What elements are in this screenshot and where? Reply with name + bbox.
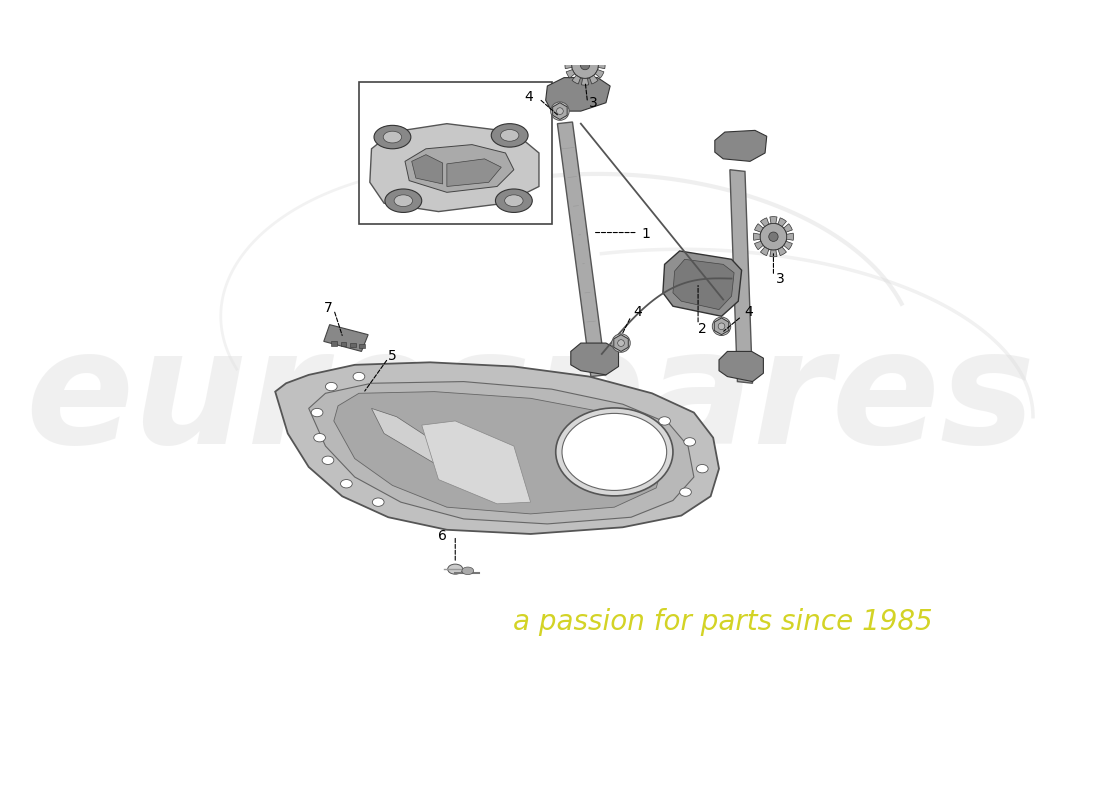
- Polygon shape: [447, 159, 502, 186]
- Ellipse shape: [383, 131, 402, 143]
- Ellipse shape: [462, 567, 474, 574]
- Polygon shape: [572, 75, 581, 84]
- Text: 7: 7: [323, 301, 332, 315]
- Text: a passion for parts since 1985: a passion for parts since 1985: [514, 608, 933, 636]
- Ellipse shape: [311, 408, 323, 417]
- Text: 4: 4: [744, 305, 752, 319]
- Polygon shape: [760, 247, 769, 256]
- Ellipse shape: [760, 223, 786, 250]
- Ellipse shape: [341, 479, 352, 488]
- Ellipse shape: [495, 189, 532, 213]
- Polygon shape: [590, 46, 598, 55]
- Polygon shape: [582, 78, 588, 85]
- Ellipse shape: [769, 232, 778, 242]
- Text: 4: 4: [525, 90, 533, 104]
- Ellipse shape: [492, 124, 528, 147]
- Polygon shape: [760, 218, 769, 226]
- Polygon shape: [755, 224, 763, 232]
- Ellipse shape: [322, 456, 333, 465]
- Polygon shape: [783, 242, 792, 250]
- Polygon shape: [715, 130, 767, 162]
- Ellipse shape: [556, 408, 673, 496]
- Polygon shape: [663, 251, 741, 316]
- Polygon shape: [714, 318, 729, 334]
- Polygon shape: [770, 217, 777, 223]
- Bar: [341, 342, 346, 346]
- Ellipse shape: [372, 498, 384, 506]
- Ellipse shape: [618, 340, 625, 346]
- Text: 3: 3: [588, 96, 597, 110]
- Ellipse shape: [713, 317, 730, 335]
- Polygon shape: [552, 102, 568, 119]
- Ellipse shape: [385, 189, 421, 213]
- Ellipse shape: [353, 372, 365, 381]
- Text: 5: 5: [388, 350, 397, 363]
- Ellipse shape: [374, 126, 411, 149]
- Ellipse shape: [394, 195, 412, 206]
- Polygon shape: [614, 334, 628, 351]
- Ellipse shape: [557, 108, 563, 114]
- Bar: [359, 82, 551, 224]
- Polygon shape: [595, 52, 604, 61]
- Text: 2: 2: [697, 322, 706, 336]
- Ellipse shape: [718, 323, 725, 330]
- Ellipse shape: [680, 488, 692, 496]
- Ellipse shape: [684, 438, 695, 446]
- Polygon shape: [598, 62, 605, 69]
- Polygon shape: [546, 78, 611, 111]
- Polygon shape: [558, 122, 606, 377]
- Ellipse shape: [505, 195, 524, 206]
- Ellipse shape: [572, 52, 598, 78]
- Polygon shape: [572, 46, 581, 55]
- Polygon shape: [770, 250, 777, 257]
- Bar: [350, 343, 355, 347]
- Bar: [359, 344, 365, 348]
- Polygon shape: [565, 62, 572, 69]
- Polygon shape: [719, 351, 763, 382]
- Text: 4: 4: [634, 305, 642, 319]
- Text: 1: 1: [641, 227, 650, 242]
- Ellipse shape: [448, 564, 463, 574]
- Polygon shape: [786, 233, 793, 240]
- Polygon shape: [275, 362, 719, 534]
- Text: 3: 3: [776, 271, 784, 286]
- Polygon shape: [571, 343, 618, 375]
- Ellipse shape: [612, 334, 630, 352]
- Ellipse shape: [500, 130, 519, 142]
- Polygon shape: [405, 145, 514, 192]
- Text: 6: 6: [438, 529, 447, 542]
- Polygon shape: [755, 242, 763, 250]
- Polygon shape: [595, 70, 604, 78]
- Polygon shape: [754, 233, 760, 240]
- Polygon shape: [783, 224, 792, 232]
- Polygon shape: [730, 170, 752, 383]
- Ellipse shape: [314, 434, 326, 442]
- Polygon shape: [333, 392, 664, 514]
- Polygon shape: [421, 421, 530, 504]
- Polygon shape: [582, 45, 588, 52]
- Polygon shape: [566, 70, 575, 78]
- Polygon shape: [372, 408, 509, 501]
- Polygon shape: [673, 259, 734, 310]
- Polygon shape: [370, 124, 539, 211]
- Ellipse shape: [659, 417, 670, 425]
- Polygon shape: [778, 218, 786, 226]
- Ellipse shape: [581, 60, 590, 70]
- Polygon shape: [778, 247, 786, 256]
- Polygon shape: [411, 154, 442, 184]
- Polygon shape: [323, 325, 368, 351]
- Ellipse shape: [562, 414, 667, 490]
- Ellipse shape: [326, 382, 338, 390]
- Polygon shape: [309, 382, 694, 524]
- Polygon shape: [590, 75, 598, 84]
- Ellipse shape: [551, 102, 569, 120]
- Bar: [331, 342, 338, 346]
- Text: eurospares: eurospares: [25, 322, 1036, 478]
- Ellipse shape: [696, 465, 708, 473]
- Polygon shape: [566, 52, 575, 61]
